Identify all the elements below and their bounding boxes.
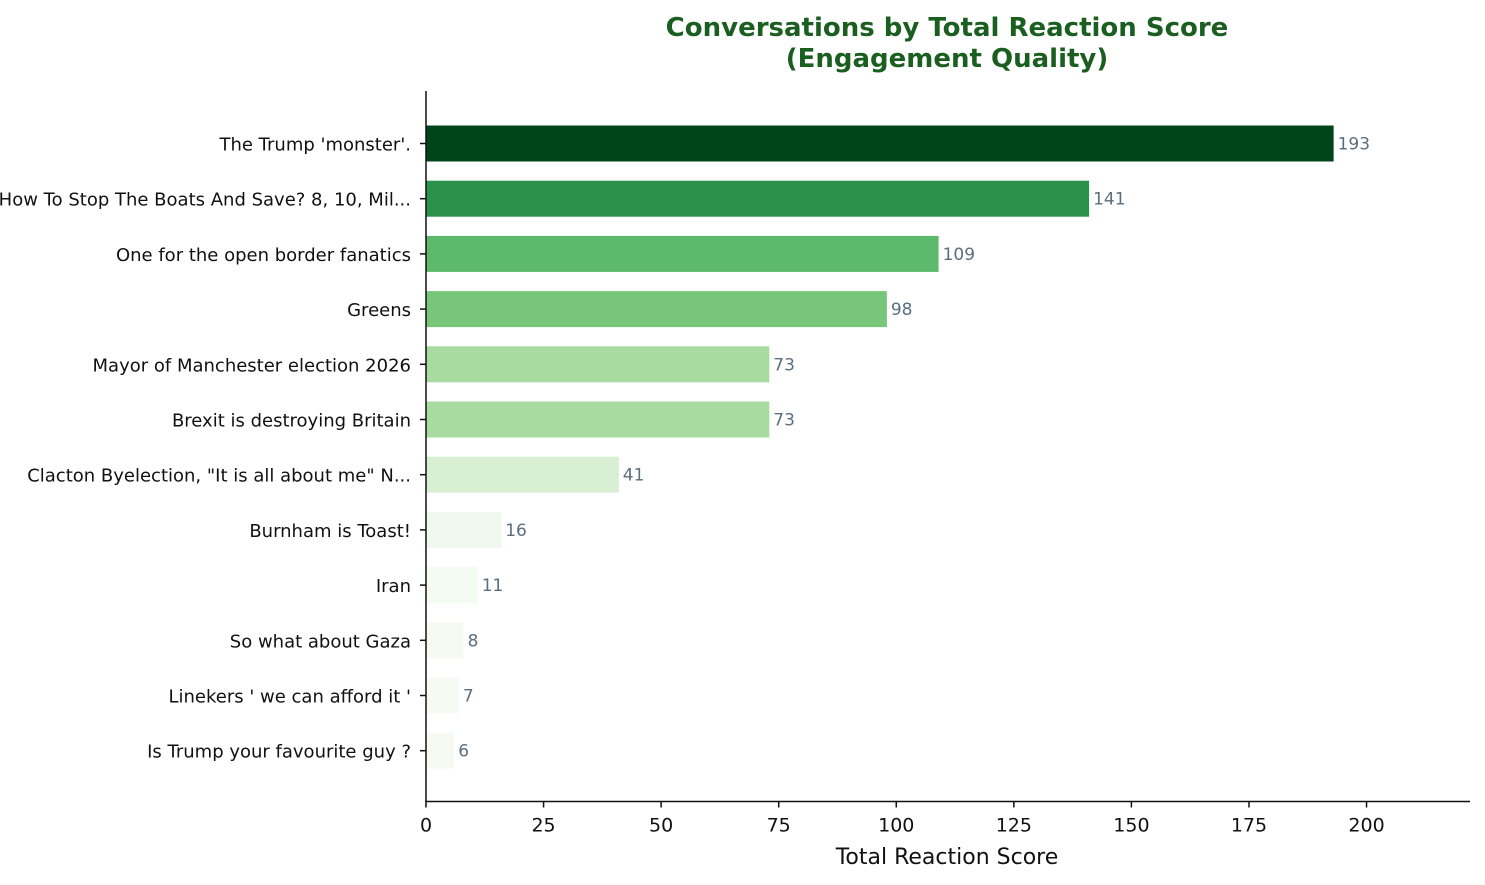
chart-title-line-1: Conversations by Total Reaction Score — [666, 13, 1229, 43]
chart-title-line-2: (Engagement Quality) — [786, 44, 1109, 74]
category-label-0: The Trump 'monster'. — [218, 135, 411, 156]
x-tick-label-5: 125 — [996, 815, 1032, 837]
category-label-5: Brexit is destroying Britain — [172, 411, 411, 432]
category-label-7: Burnham is Toast! — [249, 521, 411, 542]
value-label-5: 73 — [773, 411, 795, 431]
x-tick-label-7: 175 — [1231, 815, 1267, 837]
x-axis-ticks-group: 0 25 50 75 100 125 150 175 200 — [420, 801, 1385, 837]
x-tick-label-1: 25 — [531, 815, 555, 837]
x-tick-label-3: 75 — [767, 815, 791, 837]
value-label-9: 8 — [468, 631, 479, 651]
category-label-10: Linekers ' we can afford it ' — [168, 687, 411, 708]
bar-4 — [426, 346, 770, 383]
x-tick-label-6: 150 — [1113, 815, 1149, 837]
bar-2 — [426, 235, 939, 272]
x-axis-title: Total Reaction Score — [835, 845, 1059, 870]
value-label-10: 7 — [463, 687, 474, 707]
x-tick-label-4: 100 — [878, 815, 914, 837]
value-label-6: 41 — [623, 466, 645, 486]
category-label-8: Iran — [376, 576, 411, 597]
value-label-8: 11 — [482, 576, 504, 596]
bar-8 — [426, 567, 478, 604]
bar-11 — [426, 732, 455, 769]
category-label-3: Greens — [347, 300, 411, 321]
category-label-6: Clacton Byelection, "It is all about me"… — [27, 466, 411, 487]
bar-6 — [426, 456, 619, 493]
category-label-1: How To Stop The Boats And Save? 8, 10, M… — [0, 190, 411, 211]
category-label-11: Is Trump your favourite guy ? — [147, 742, 411, 763]
category-labels-group: The Trump 'monster'. How To Stop The Boat… — [0, 135, 426, 763]
value-label-11: 6 — [458, 742, 469, 762]
bars-group — [426, 125, 1334, 769]
value-label-7: 16 — [505, 521, 527, 541]
x-tick-label-0: 0 — [420, 815, 432, 837]
bar-9 — [426, 622, 464, 659]
bar-3 — [426, 291, 887, 328]
bar-10 — [426, 677, 459, 714]
bar-5 — [426, 401, 770, 438]
value-label-2: 109 — [943, 245, 975, 265]
value-label-4: 73 — [773, 355, 795, 375]
bar-1 — [426, 180, 1090, 217]
category-label-9: So what about Gaza — [230, 631, 411, 652]
x-tick-label-2: 50 — [649, 815, 673, 837]
value-label-3: 98 — [891, 300, 913, 320]
category-label-2: One for the open border fanatics — [116, 245, 411, 266]
value-labels-group: 193 141 109 98 73 73 41 16 11 8 7 6 — [458, 135, 1370, 762]
x-tick-label-8: 200 — [1348, 815, 1384, 837]
bar-7 — [426, 511, 502, 548]
value-label-0: 193 — [1338, 135, 1370, 155]
bar-0 — [426, 125, 1334, 162]
value-label-1: 141 — [1093, 190, 1125, 210]
category-label-4: Mayor of Manchester election 2026 — [93, 355, 411, 376]
